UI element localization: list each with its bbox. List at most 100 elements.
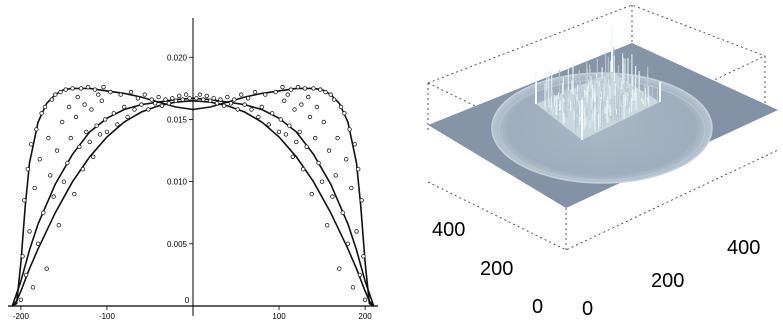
data-point: [132, 107, 137, 112]
data-point: [283, 132, 289, 137]
data-point: [146, 107, 151, 112]
data-point: [307, 114, 313, 120]
data-point: [232, 97, 237, 102]
data-point: [197, 92, 203, 97]
data-point: [238, 92, 244, 97]
data-point: [218, 97, 223, 102]
data-point: [211, 96, 216, 101]
data-point: [39, 111, 44, 116]
data-point: [27, 229, 32, 234]
data-point: [135, 96, 141, 101]
data-point: [66, 104, 72, 110]
data-point: [338, 104, 344, 110]
data-point: [87, 139, 92, 145]
data-point: [299, 102, 304, 107]
data-point: [344, 157, 349, 162]
y-tick-label: 200: [651, 270, 684, 292]
data-point: [173, 98, 178, 103]
data-point: [163, 97, 168, 102]
data-point: [32, 185, 37, 191]
data-point: [44, 266, 49, 271]
data-point: [290, 154, 295, 159]
data-point: [276, 129, 282, 135]
data-point: [37, 157, 42, 162]
data-point: [201, 97, 206, 102]
data-point: [101, 84, 106, 90]
data-point: [311, 86, 316, 91]
data-point: [108, 89, 113, 95]
data-point: [149, 97, 154, 102]
data-point: [46, 135, 51, 141]
data-point: [41, 210, 46, 215]
y-axis-ticks: 0.005 0.010 0.015 0.020: [167, 53, 193, 249]
data-point: [30, 285, 36, 290]
data-point: [166, 101, 172, 106]
data-point: [18, 297, 24, 302]
data-point: [300, 166, 306, 172]
y-axis-ticks-3d: 0 200 400: [582, 237, 760, 320]
y-tick-label: 0.015: [167, 115, 188, 124]
data-point: [259, 104, 264, 110]
data-point: [142, 92, 147, 97]
data-point: [345, 241, 351, 246]
data-point: [313, 135, 318, 141]
data-point: [176, 93, 182, 99]
data-point: [294, 139, 299, 145]
data-point: [354, 229, 359, 234]
data-point: [282, 98, 287, 103]
data-point: [115, 122, 120, 127]
profile-data-points: [18, 84, 368, 302]
x-tick-label: 100: [272, 312, 286, 321]
data-point: [245, 96, 251, 101]
x-axis-ticks-3d: 0 200 400: [432, 219, 543, 318]
data-point: [362, 297, 368, 302]
data-point: [285, 92, 290, 97]
data-point: [75, 94, 80, 100]
data-point: [183, 92, 189, 97]
x-tick-label: -100: [99, 312, 116, 321]
data-point: [63, 87, 68, 92]
data-point: [359, 198, 364, 203]
x-tick-label: 200: [480, 258, 513, 280]
data-point: [25, 166, 30, 172]
data-point: [34, 127, 39, 132]
data-point: [326, 148, 332, 153]
data-point: [340, 210, 345, 215]
data-point: [228, 101, 234, 106]
data-point: [333, 173, 338, 178]
data-point: [125, 114, 130, 120]
data-point: [97, 132, 103, 137]
data-point: [73, 114, 79, 120]
data-point: [323, 89, 328, 95]
data-point: [278, 117, 283, 122]
data-point: [104, 129, 110, 135]
data-point: [328, 92, 333, 97]
data-point: [156, 94, 161, 100]
data-point: [96, 92, 101, 97]
data-point: [187, 96, 192, 101]
data-point: [207, 98, 213, 103]
data-point: [60, 119, 65, 125]
data-point: [204, 93, 209, 99]
data-point: [342, 111, 347, 116]
x-tick-label: 400: [432, 219, 465, 241]
x-tick-label: -200: [13, 312, 30, 321]
data-point: [331, 97, 337, 102]
data-point: [270, 111, 275, 116]
data-point: [263, 92, 268, 97]
data-point: [49, 97, 55, 102]
data-point: [58, 89, 63, 95]
data-point: [256, 114, 261, 120]
data-point: [51, 194, 56, 199]
data-point: [325, 222, 330, 228]
data-point: [297, 129, 302, 135]
data-point: [304, 144, 309, 149]
data-point: [94, 123, 99, 128]
data-point: [20, 254, 25, 259]
data-point: [111, 111, 116, 116]
data-point: [128, 89, 134, 95]
data-point: [23, 272, 29, 278]
data-point: [347, 127, 352, 132]
data-point: [302, 86, 308, 91]
data-point: [316, 160, 321, 166]
